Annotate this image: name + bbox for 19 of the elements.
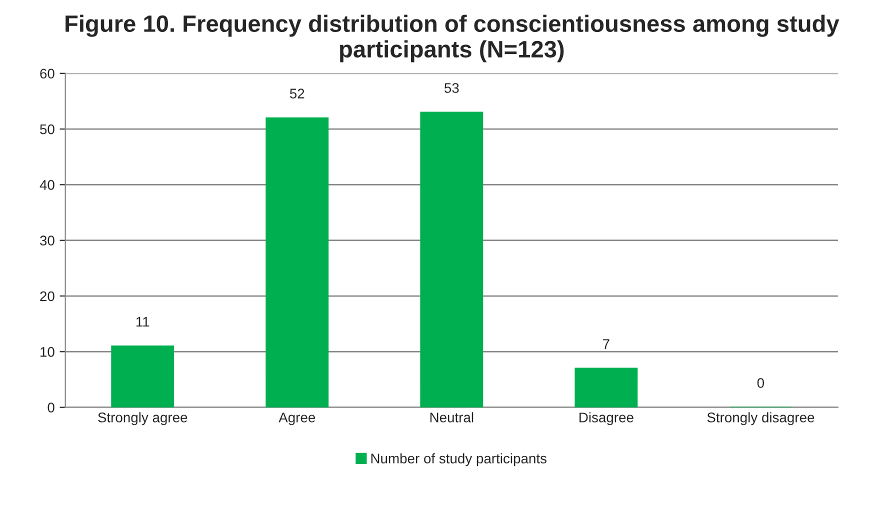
data-label: 0 (757, 378, 764, 388)
y-tick-label: 40 (40, 180, 54, 190)
data-label: 7 (603, 339, 610, 349)
x-tick-label: Disagree (580, 412, 634, 426)
data-label: 11 (136, 317, 150, 327)
x-tick-label: Strongly disagree (707, 412, 814, 426)
x-tick-label: Agree (278, 412, 316, 426)
y-tick-label: 0 (48, 402, 54, 412)
x-tick-label: Strongly agree (98, 412, 188, 426)
y-tick-label: 10 (40, 347, 54, 357)
y-tick-label: 60 (40, 68, 54, 79)
y-tick-label: 30 (40, 236, 54, 246)
y-tick-label: 20 (40, 291, 54, 302)
x-tick-label: Neutral (430, 412, 474, 422)
legend-label: Number of study participants (371, 453, 546, 466)
data-label: 53 (444, 83, 459, 93)
chart-title: Figure 10. Frequency distribution of conscientiousness among study participants (N=123) (66, 14, 840, 62)
y-tick-label: 50 (40, 124, 54, 134)
data-label: 52 (290, 88, 304, 98)
